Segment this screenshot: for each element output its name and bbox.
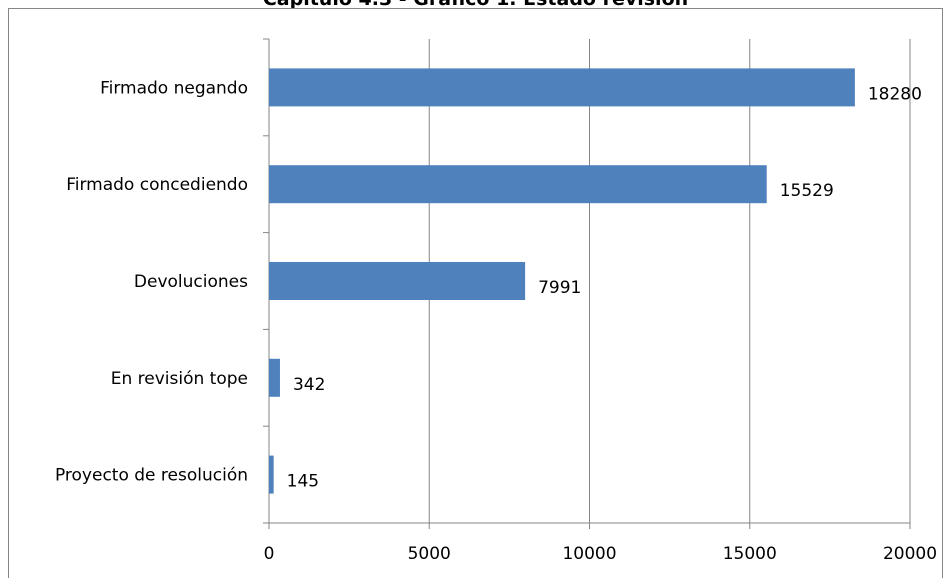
category-label: Firmado negando — [100, 78, 248, 98]
x-tick-label: 20000 — [883, 544, 937, 564]
x-tick-label: 15000 — [723, 544, 777, 564]
data-label: 342 — [293, 375, 325, 395]
category-label: Devoluciones — [134, 272, 248, 292]
category-label: Firmado concediendo — [66, 175, 248, 195]
bar — [269, 165, 767, 204]
data-label: 145 — [287, 472, 319, 492]
data-label: 18280 — [868, 84, 922, 104]
bar — [269, 455, 274, 494]
category-label: En revisión tope — [111, 369, 248, 389]
data-label: 7991 — [538, 278, 581, 298]
bar — [269, 358, 280, 397]
chart-title: Capitulo 4.3 - Gráfico 1. Estado revisió… — [0, 0, 951, 10]
x-tick-label: 10000 — [562, 544, 616, 564]
x-tick-label: 5000 — [408, 544, 451, 564]
data-label: 15529 — [780, 181, 834, 201]
category-label: Proyecto de resolución — [55, 466, 248, 486]
x-tick-label: 0 — [264, 544, 275, 564]
bar — [269, 68, 855, 107]
bar — [269, 262, 526, 300]
chart-frame — [8, 8, 943, 578]
